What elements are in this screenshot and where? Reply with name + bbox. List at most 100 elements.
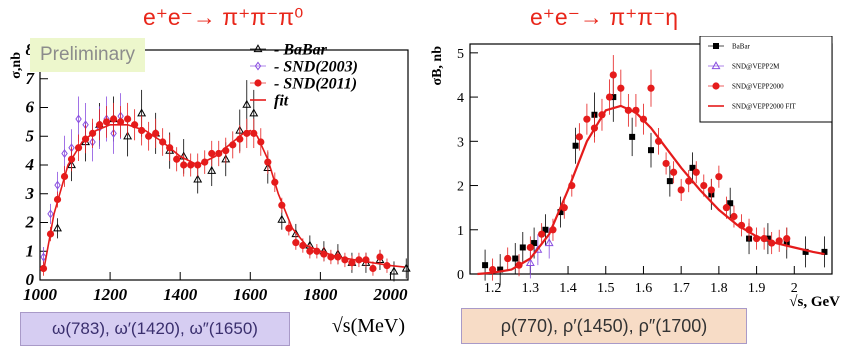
legend-label: BaBar: [732, 42, 751, 50]
data-point: [519, 244, 526, 251]
data-point: [764, 235, 771, 242]
left-chart-title: e⁺e⁻→ π⁺π⁻π⁰: [143, 4, 304, 30]
legend-label: - BaBar: [274, 41, 328, 58]
right-resonance-box: ρ(770), ρ′(1450), ρ″(1700): [461, 308, 747, 344]
fit-curve: [42, 124, 405, 272]
data-point: [730, 212, 738, 221]
data-point: [292, 239, 300, 247]
x-tick-label: 1.6: [635, 281, 653, 296]
data-point: [617, 84, 625, 92]
data-point: [727, 200, 734, 207]
data-point: [583, 115, 591, 123]
legend-marker: [711, 61, 721, 70]
y-tick-label: 4: [457, 91, 464, 106]
data-point: [715, 173, 723, 181]
y-tick-label: 5: [457, 47, 464, 62]
legend: BaBar SND@VEPP2M SND@VEPP2000 SND@VEPP2000 …: [699, 36, 833, 123]
data-point: [277, 214, 287, 223]
data-point: [242, 99, 252, 108]
plot-frame: [39, 49, 409, 281]
legend-marker: [253, 44, 263, 53]
legend-label: fit: [274, 92, 289, 109]
data-point: [526, 243, 534, 252]
y-tick-label: 2: [25, 213, 35, 232]
data-point: [389, 266, 399, 275]
data-point: [173, 155, 181, 163]
data-point: [700, 181, 708, 190]
x-tick-label: 1.7: [672, 281, 690, 296]
x-tick-label: 1.9: [748, 281, 766, 296]
data-point: [609, 71, 617, 79]
legend-label: SND@VEPP2000 FIT: [732, 102, 797, 110]
x-axis-label: √s, GeV: [789, 294, 840, 310]
x-tick-label: 1.2: [484, 281, 502, 296]
y-tick-label: 0: [457, 268, 464, 283]
data-point: [40, 252, 47, 262]
data-point: [512, 255, 519, 262]
data-point: [662, 159, 670, 168]
legend-label: SND@VEPP2000: [732, 82, 784, 90]
data-point: [124, 115, 132, 123]
legend-marker: [254, 61, 262, 71]
legend-label: SND@VEPP2M: [732, 62, 780, 70]
data-point: [53, 223, 62, 232]
data-point: [525, 258, 535, 267]
series-snd-vepp2000-fit: [477, 104, 825, 276]
data-point: [504, 254, 512, 263]
data-point: [666, 178, 673, 185]
data-point: [376, 253, 384, 261]
y-tick-label: 7: [26, 69, 36, 88]
x-tick-label: 1000: [23, 285, 58, 304]
data-point: [670, 168, 678, 176]
data-point: [95, 121, 104, 129]
x-tick-label: 1400: [163, 285, 198, 304]
y-tick-label: 5: [26, 126, 35, 145]
preliminary-badge: Preliminary: [30, 38, 146, 72]
x-tick-label: 2000: [372, 285, 408, 304]
y-tick-label: 1: [26, 241, 35, 260]
legend-marker: [712, 82, 720, 90]
data-point: [123, 131, 133, 140]
data-point: [47, 209, 54, 219]
data-point: [572, 142, 579, 149]
data-point: [629, 133, 636, 140]
legend-marker: [254, 79, 262, 87]
y-tick-label: 6: [26, 98, 35, 117]
y-axis-label: σ,nb: [9, 52, 24, 79]
data-point: [575, 133, 583, 141]
data-point: [542, 226, 549, 233]
data-point: [557, 209, 564, 216]
data-point: [821, 248, 828, 255]
data-point: [285, 224, 293, 232]
y-tick-label: 0: [26, 270, 35, 289]
left-chart: 100012001400160018002000012345678√s(MeV)…: [9, 40, 411, 337]
data-point: [783, 235, 791, 243]
x-tick-label: 1.4: [559, 281, 577, 296]
legend-label: - SND(2003): [274, 58, 358, 75]
data-point: [180, 161, 188, 169]
series-fit: [42, 124, 405, 272]
data-point: [54, 180, 61, 190]
data-point: [707, 186, 715, 194]
data-point: [647, 84, 655, 92]
data-point: [531, 240, 538, 247]
data-point: [348, 259, 356, 267]
data-point: [677, 186, 685, 194]
data-point: [605, 93, 614, 101]
x-tick-label: 1.3: [522, 281, 540, 296]
data-point: [193, 174, 203, 183]
legend-label: - SND(2011): [274, 75, 357, 92]
data-point: [544, 238, 554, 247]
y-tick-label: 4: [25, 155, 35, 174]
data-point: [102, 118, 111, 126]
y-tick-label: 1: [457, 224, 464, 239]
data-point: [110, 115, 118, 123]
legend-marker: [713, 43, 719, 49]
data-point: [802, 248, 809, 255]
data-point: [61, 149, 68, 158]
y-tick-label: 3: [25, 184, 35, 203]
data-point: [722, 204, 731, 212]
x-axis-label: √s(MeV): [332, 315, 405, 337]
data-point: [207, 165, 217, 174]
data-point: [648, 147, 654, 154]
